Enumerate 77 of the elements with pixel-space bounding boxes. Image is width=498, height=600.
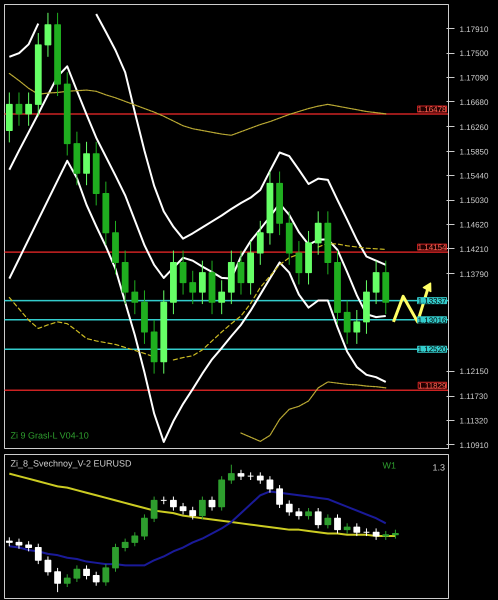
text: 1.3	[432, 462, 446, 472]
line-series	[8, 160, 387, 443]
candlestick	[44, 556, 52, 576]
candlestick	[180, 250, 186, 296]
candlestick	[372, 260, 380, 305]
candlestick	[150, 496, 158, 523]
y-tick-label: 1.14620	[460, 220, 489, 230]
candlestick	[102, 564, 110, 586]
y-tick-label: 1.14210	[460, 244, 489, 254]
candlestick	[92, 571, 100, 586]
candlestick	[34, 543, 42, 565]
y-tick-label: 1.17090	[460, 74, 489, 83]
candlestick	[286, 500, 293, 516]
candlestick	[344, 522, 351, 534]
candlestick	[73, 564, 80, 582]
candlestick	[54, 567, 61, 593]
candlestick	[334, 514, 341, 534]
candlestick	[141, 514, 148, 540]
candlestick	[228, 464, 235, 484]
candlestick	[276, 484, 283, 509]
candlestick	[218, 280, 226, 315]
candlestick	[295, 508, 302, 520]
candlestick	[372, 528, 380, 540]
y-tick-label: 1.11730	[460, 392, 488, 402]
candlestick	[208, 496, 216, 512]
ref-line-label: 1.12520	[418, 345, 448, 354]
candlestick	[314, 210, 322, 256]
y-tick-label: 1.16680	[460, 98, 489, 107]
y-tick-label: 1.17500	[460, 49, 489, 58]
candlestick	[16, 538, 22, 550]
y-tick-label: 1.15440	[460, 172, 489, 181]
candlestick	[16, 92, 22, 126]
candlestick	[112, 543, 119, 572]
candlestick	[25, 540, 32, 552]
candlestick	[83, 564, 90, 580]
candlestick	[25, 92, 32, 126]
y-tick-label: 1.12150	[460, 367, 489, 376]
y-tick-label: 1.10910	[460, 440, 489, 450]
candlestick	[256, 220, 264, 266]
candlestick	[353, 310, 360, 344]
y-tick-label: 1.13790	[460, 270, 489, 279]
candlestick	[324, 514, 332, 529]
ref-line-label: 1.13337	[418, 296, 448, 306]
candlestick	[238, 469, 244, 480]
annotation: W1	[382, 460, 396, 470]
candlestick	[83, 141, 90, 186]
candlestick	[353, 522, 360, 537]
ref-line-label: 1.11829	[418, 381, 448, 390]
candlestick	[64, 574, 71, 588]
candlestick	[189, 270, 196, 305]
y-tick-label: 1.15030	[460, 196, 489, 206]
candlestick	[131, 532, 138, 547]
chart-title: Zi_8_Svechnoy_V-2 EURUSD	[10, 458, 132, 468]
candlestick	[122, 538, 129, 552]
candlestick	[266, 476, 274, 494]
candlestick	[295, 240, 302, 285]
candlestick	[344, 300, 351, 344]
candlestick	[198, 260, 206, 305]
annotation: Zi 9 Grasl-L V04-10	[10, 430, 89, 440]
y-tick-label: 1.17910	[460, 24, 489, 34]
y-tick-label: 1.16260	[460, 122, 489, 132]
candlestick	[170, 496, 177, 512]
line-series	[8, 72, 386, 136]
ref-line-label: 1.13016	[418, 316, 448, 325]
candlestick	[314, 508, 322, 529]
candlestick	[180, 502, 186, 515]
line-series	[240, 381, 386, 442]
candlestick	[44, 12, 52, 58]
candlestick	[305, 508, 312, 520]
candlestick	[131, 280, 138, 315]
line-series	[8, 65, 387, 318]
candlestick	[189, 506, 196, 520]
y-tick-label: 1.15850	[460, 147, 489, 156]
candlestick	[198, 496, 206, 520]
y-tick-label: 1.11320	[460, 416, 488, 426]
candlestick	[238, 250, 244, 296]
candlestick	[256, 472, 264, 484]
